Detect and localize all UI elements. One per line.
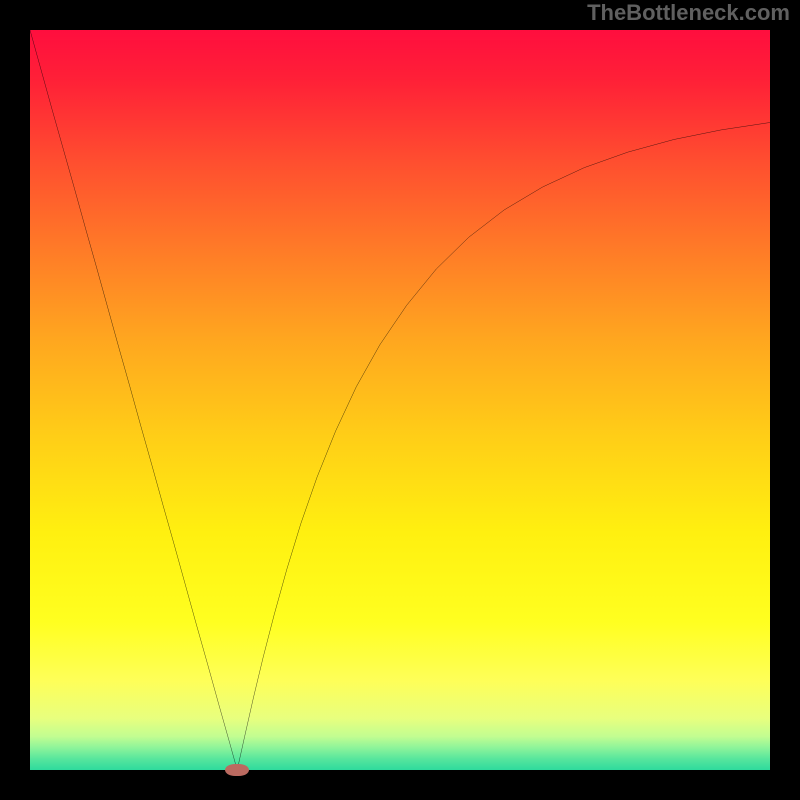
curve-left-branch	[30, 30, 237, 770]
watermark-label: TheBottleneck.com	[587, 0, 790, 26]
plot-container: TheBottleneck.com	[0, 0, 800, 800]
curve-right-branch	[237, 123, 770, 771]
chart-curves	[30, 30, 770, 770]
plot-area	[30, 30, 770, 770]
minimum-marker	[225, 764, 249, 776]
